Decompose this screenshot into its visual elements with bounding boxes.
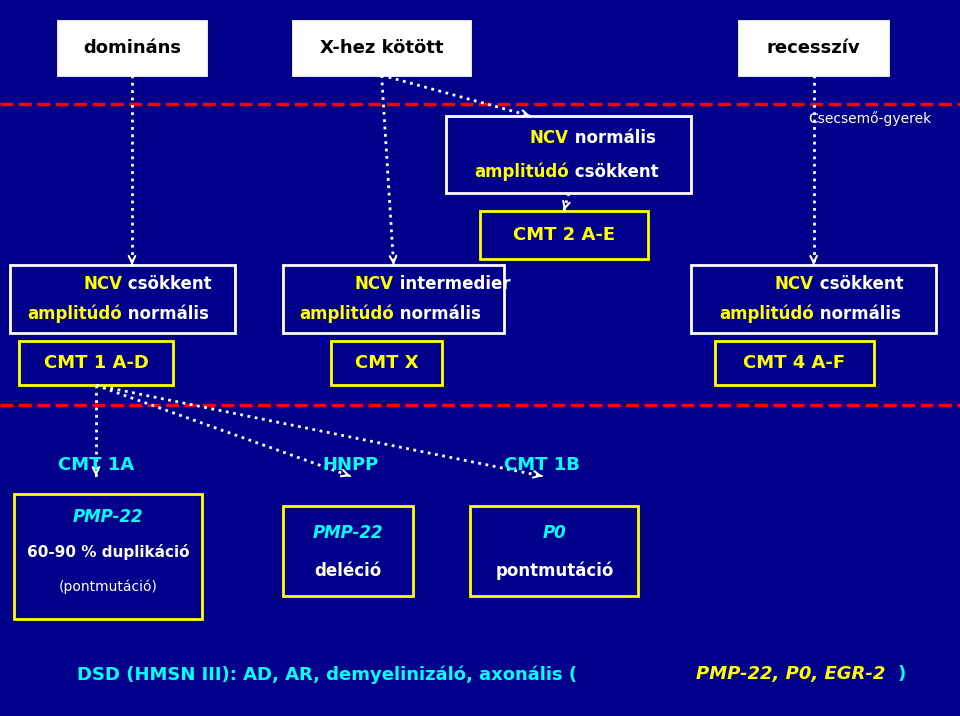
Text: CMT 4 A-F: CMT 4 A-F — [743, 354, 846, 372]
Text: amplitúdó: amplitúdó — [474, 163, 568, 181]
Text: P0: P0 — [542, 524, 566, 542]
Text: DSD (HMSN III): AD, AR, demyelinizáló, axonális (: DSD (HMSN III): AD, AR, demyelinizáló, a… — [77, 665, 577, 684]
Text: PMP-22: PMP-22 — [73, 508, 143, 526]
Text: PMP-22, P0, EGR-2: PMP-22, P0, EGR-2 — [696, 665, 885, 684]
FancyBboxPatch shape — [691, 265, 936, 333]
Text: csökkent: csökkent — [568, 163, 659, 180]
Text: recesszív: recesszív — [767, 39, 860, 57]
Text: NCV: NCV — [530, 129, 568, 147]
Text: intermedier: intermedier — [394, 275, 510, 293]
Text: X-hez kötött: X-hez kötött — [320, 39, 444, 57]
FancyBboxPatch shape — [19, 341, 173, 385]
FancyBboxPatch shape — [715, 341, 874, 385]
Text: CMT X: CMT X — [354, 354, 419, 372]
Text: normális: normális — [568, 129, 656, 147]
FancyBboxPatch shape — [470, 506, 638, 596]
FancyBboxPatch shape — [739, 21, 888, 75]
Text: csökkent: csökkent — [123, 275, 212, 293]
Text: CMT 2 A-E: CMT 2 A-E — [513, 226, 615, 244]
Text: normális: normális — [123, 305, 209, 323]
Text: Csecsemő-gyerek: Csecsemő-gyerek — [808, 111, 931, 126]
Text: CMT 1A: CMT 1A — [58, 456, 134, 474]
FancyBboxPatch shape — [293, 21, 470, 75]
FancyBboxPatch shape — [331, 341, 442, 385]
FancyBboxPatch shape — [58, 21, 206, 75]
Text: amplitúdó: amplitúdó — [719, 304, 813, 323]
FancyBboxPatch shape — [446, 116, 691, 193]
Text: 60-90 % duplikáció: 60-90 % duplikáció — [27, 543, 189, 560]
Text: CMT 1 A-D: CMT 1 A-D — [43, 354, 149, 372]
Text: HNPP: HNPP — [323, 456, 378, 474]
FancyBboxPatch shape — [14, 494, 202, 619]
Text: pontmutáció: pontmutáció — [495, 561, 613, 580]
Text: PMP-22: PMP-22 — [313, 524, 383, 542]
FancyBboxPatch shape — [283, 265, 504, 333]
FancyBboxPatch shape — [10, 265, 235, 333]
Text: NCV: NCV — [84, 275, 123, 293]
Text: NCV: NCV — [775, 275, 813, 293]
Text: ): ) — [898, 665, 906, 684]
Text: CMT 1B: CMT 1B — [504, 456, 581, 474]
FancyBboxPatch shape — [283, 506, 413, 596]
Text: normális: normális — [813, 305, 900, 323]
Text: amplitúdó: amplitúdó — [299, 304, 394, 323]
Text: NCV: NCV — [354, 275, 394, 293]
Text: domináns: domináns — [83, 39, 181, 57]
Text: deléció: deléció — [314, 561, 382, 580]
Text: amplitúdó: amplitúdó — [28, 304, 123, 323]
Text: normális: normális — [394, 305, 480, 323]
FancyBboxPatch shape — [480, 211, 648, 259]
Text: csökkent: csökkent — [813, 275, 903, 293]
Text: (pontmutáció): (pontmutáció) — [59, 579, 157, 594]
